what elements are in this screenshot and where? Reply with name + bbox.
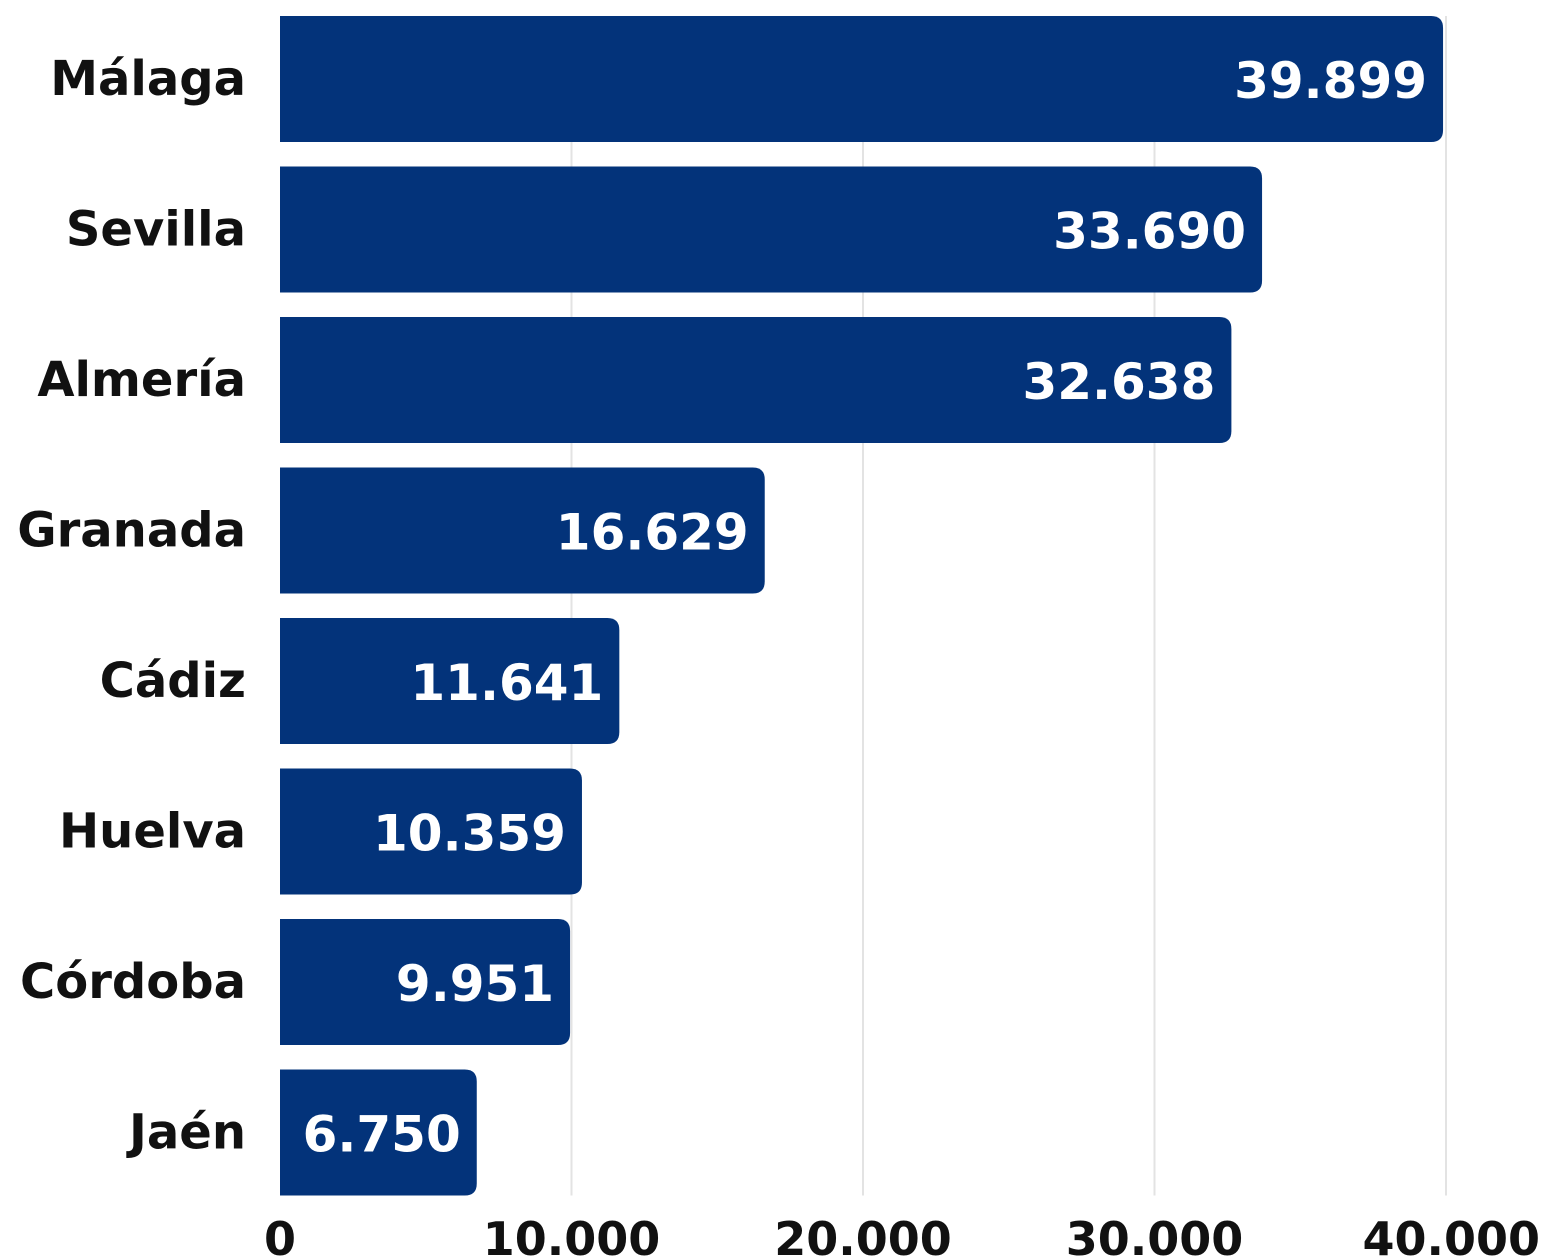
value-label-huelva: 10.359 (373, 805, 566, 863)
category-label-sevilla: Sevilla (66, 202, 246, 258)
category-label-granada: Granada (17, 503, 246, 559)
bars (280, 16, 1444, 1196)
value-label-granada: 16.629 (556, 504, 749, 562)
bar-cadiz (280, 618, 620, 744)
value-label-sevilla: 33.690 (1053, 203, 1246, 261)
bar-malaga (280, 16, 1444, 142)
bar-granada (280, 467, 765, 594)
category-label-cordoba: Córdoba (20, 954, 246, 1010)
category-label-malaga: Málaga (50, 51, 246, 107)
x-tick-label-40000: 40.000 (1362, 1212, 1540, 1260)
value-label-cadiz: 11.641 (410, 654, 603, 712)
value-label-cordoba: 9.951 (396, 955, 554, 1013)
x-axis-tick-labels: 0 10.000 20.000 30.000 40.000 (264, 1212, 1540, 1260)
value-labels: 39.899 33.690 32.638 16.629 11.641 10.359 9.95… (303, 52, 1427, 1164)
bar-almeria (280, 317, 1232, 443)
category-label-jaen: Jaén (126, 1105, 246, 1161)
category-labels: Málaga Sevilla Almería Granada Cádiz Huelva Có… (17, 51, 246, 1161)
value-label-almeria: 32.638 (1022, 353, 1215, 411)
bar-huelva (280, 768, 582, 895)
bar-cordoba (280, 919, 571, 1045)
value-label-jaen: 6.750 (303, 1106, 461, 1164)
x-tick-label-20000: 20.000 (774, 1212, 952, 1260)
value-label-malaga: 39.899 (1234, 52, 1427, 110)
x-tick-label-10000: 10.000 (483, 1212, 661, 1260)
x-tick-label-30000: 30.000 (1066, 1212, 1244, 1260)
category-label-almeria: Almería (37, 352, 246, 408)
x-tick-label-0: 0 (264, 1212, 296, 1260)
category-label-huelva: Huelva (59, 804, 246, 860)
bar-jaen (280, 1069, 477, 1196)
category-label-cadiz: Cádiz (100, 653, 246, 709)
bar-sevilla (280, 166, 1263, 293)
